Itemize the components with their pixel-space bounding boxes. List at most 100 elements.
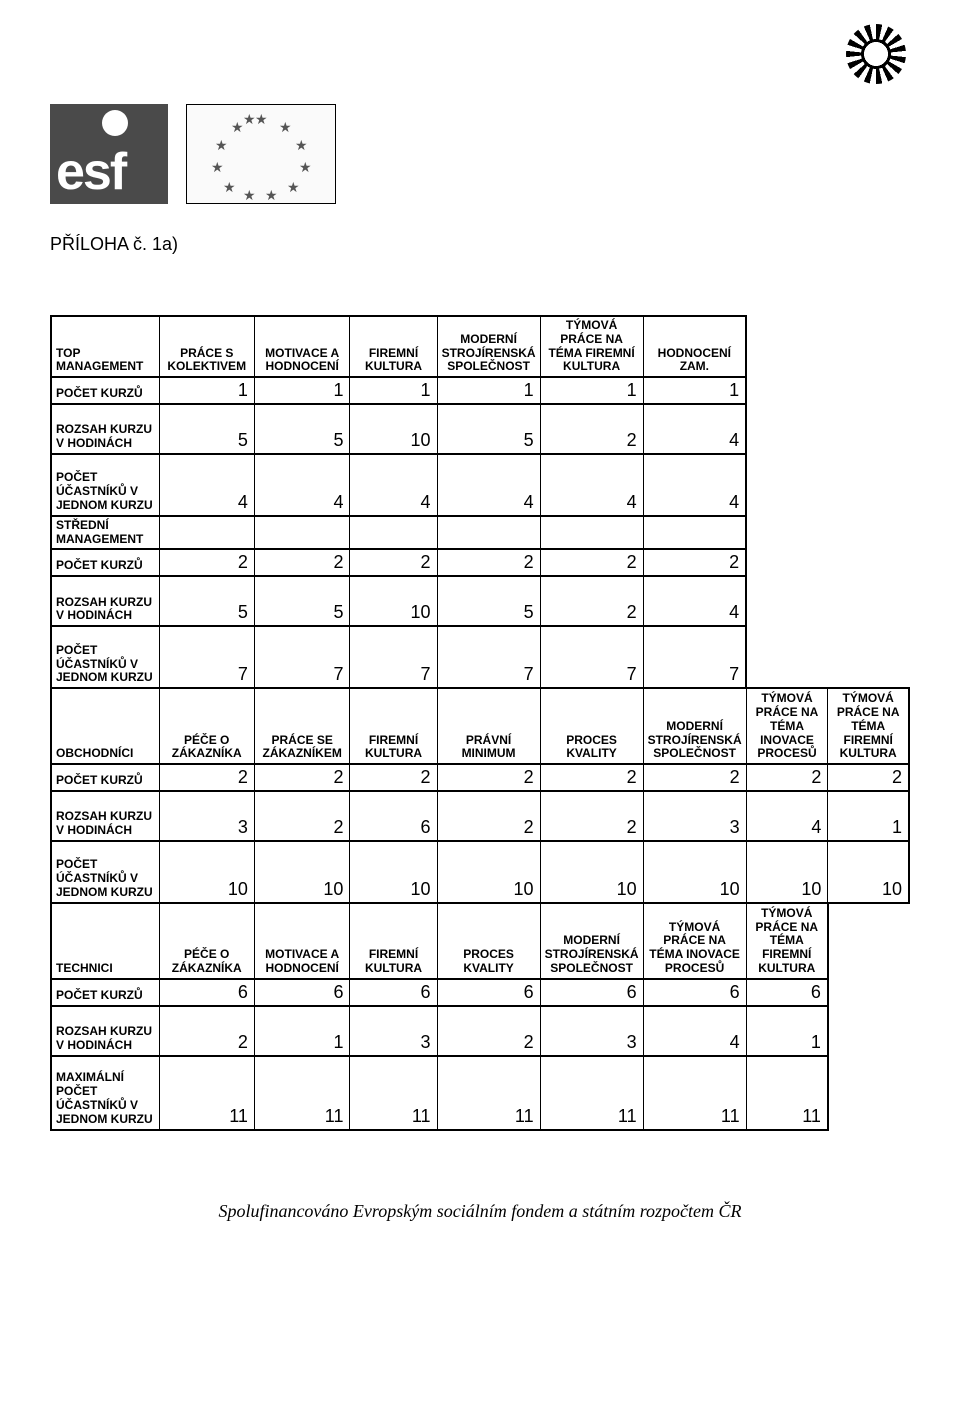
s2-r3-label: POČET ÚČASTNÍKŮ V JEDNOM KURZU: [51, 626, 159, 688]
s4-r1-c6: 6: [746, 979, 828, 1006]
s1-r2-c5: 4: [643, 404, 746, 454]
s2-r1-c0: 2: [159, 549, 254, 576]
s3-col4: PROCES KVALITY: [540, 688, 643, 764]
s4-r2-c5: 4: [643, 1006, 746, 1056]
s1-r2-c4: 2: [540, 404, 643, 454]
s4-r1-label: POČET KURZŮ: [51, 979, 159, 1006]
s2-r1-c4: 2: [540, 549, 643, 576]
s1-col2: FIREMNÍ KULTURA: [350, 316, 437, 377]
s2-r2-c4: 2: [540, 576, 643, 626]
s4-col1: MOTIVACE A HODNOCENÍ: [254, 903, 350, 979]
logos-left: esf ★ ★ ★ ★ ★ ★ ★ ★ ★ ★ ★ ★: [50, 104, 910, 204]
s4-r1-c2: 6: [350, 979, 437, 1006]
s3-r2-c1: 2: [254, 791, 350, 841]
star-icon: ★: [211, 161, 223, 173]
s1-r1-label: POČET KURZŮ: [51, 377, 159, 404]
s2-r1-c5: 2: [643, 549, 746, 576]
s3-r1-c3: 2: [437, 764, 540, 791]
s4-r3-c1: 11: [254, 1056, 350, 1130]
s4-r3-c6: 11: [746, 1056, 828, 1130]
s3-r1-c1: 2: [254, 764, 350, 791]
s2-r3-c1: 7: [254, 626, 350, 688]
section4-header-row: TECHNICI PÉČE O ZÁKAZNÍKA MOTIVACE A HOD…: [51, 903, 909, 979]
s3-col0: PÉČE O ZÁKAZNÍKA: [159, 688, 254, 764]
s3-r3-c4: 10: [540, 841, 643, 903]
s4-r2-c1: 1: [254, 1006, 350, 1056]
s3-r3-c3: 10: [437, 841, 540, 903]
s4-col0: PÉČE O ZÁKAZNÍKA: [159, 903, 254, 979]
s4-r1-c5: 6: [643, 979, 746, 1006]
s4-col4: MODERNÍ STROJÍRENSKÁ SPOLEČNOST: [540, 903, 643, 979]
s1-r3-c0: 4: [159, 454, 254, 516]
data-table: TOP MANAGEMENT PRÁCE S KOLEKTIVEM MOTIVA…: [50, 315, 910, 1131]
star-icon: ★: [215, 139, 227, 151]
s4-r2-c2: 3: [350, 1006, 437, 1056]
s3-col7: TÝMOVÁ PRÁCE NA TÉMA FIREMNÍ KULTURA: [828, 688, 909, 764]
s1-col5: HODNOCENÍ ZAM.: [643, 316, 746, 377]
s4-r2-c4: 3: [540, 1006, 643, 1056]
s1-r3: POČET ÚČASTNÍKŮ V JEDNOM KURZU 4 4 4 4 4…: [51, 454, 909, 516]
s1-r1: POČET KURZŮ 1 1 1 1 1 1: [51, 377, 909, 404]
s2-r2-c1: 5: [254, 576, 350, 626]
s3-r2-c2: 6: [350, 791, 437, 841]
s1-r2-label: ROZSAH KURZU V HODINÁCH: [51, 404, 159, 454]
s2-r1-label: POČET KURZŮ: [51, 549, 159, 576]
page: esf ★ ★ ★ ★ ★ ★ ★ ★ ★ ★ ★ ★ PŘÍLOHA č. 1…: [0, 0, 960, 1262]
s3-r1-c7: 2: [828, 764, 909, 791]
s3-r1: POČET KURZŮ 2 2 2 2 2 2 2 2: [51, 764, 909, 791]
s4-r3-c4: 11: [540, 1056, 643, 1130]
s2-r1: POČET KURZŮ 2 2 2 2 2 2: [51, 549, 909, 576]
page-title: PŘÍLOHA č. 1a): [50, 234, 910, 255]
star-icon: ★: [287, 181, 299, 193]
s2-r2-c3: 5: [437, 576, 540, 626]
s4-r3-c2: 11: [350, 1056, 437, 1130]
s2-r2-label: ROZSAH KURZU V HODINÁCH: [51, 576, 159, 626]
s2-r1-c3: 2: [437, 549, 540, 576]
s1-r1-c3: 1: [437, 377, 540, 404]
s1-r1-c5: 1: [643, 377, 746, 404]
section3-rowhdr: OBCHODNÍCI: [51, 688, 159, 764]
s3-col6: TÝMOVÁ PRÁCE NA TÉMA INOVACE PROCESŮ: [746, 688, 828, 764]
s4-r1-c0: 6: [159, 979, 254, 1006]
s3-r3-c0: 10: [159, 841, 254, 903]
star-icon: ★: [255, 113, 267, 125]
eu-flag-icon: ★ ★ ★ ★ ★ ★ ★ ★ ★ ★ ★ ★: [186, 104, 336, 204]
s1-col0: PRÁCE S KOLEKTIVEM: [159, 316, 254, 377]
esf-logo-text: esf: [56, 146, 125, 198]
section2-header-row: STŘEDNÍ MANAGEMENT: [51, 516, 909, 550]
gear-logo-icon: [846, 24, 906, 84]
s1-col1: MOTIVACE A HODNOCENÍ: [254, 316, 350, 377]
s1-r1-c4: 1: [540, 377, 643, 404]
s1-r3-c2: 4: [350, 454, 437, 516]
esf-logo-head: [102, 110, 128, 136]
s4-r3-c3: 11: [437, 1056, 540, 1130]
s3-r3-c5: 10: [643, 841, 746, 903]
star-icon: ★: [299, 161, 311, 173]
s1-r2: ROZSAH KURZU V HODINÁCH 5 5 10 5 2 4: [51, 404, 909, 454]
s2-r3-c0: 7: [159, 626, 254, 688]
s3-col1: PRÁCE SE ZÁKAZNÍKEM: [254, 688, 350, 764]
s3-r3-label: POČET ÚČASTNÍKŮ V JEDNOM KURZU: [51, 841, 159, 903]
s4-r2: ROZSAH KURZU V HODINÁCH 2 1 3 2 3 4 1: [51, 1006, 909, 1056]
s3-r1-c0: 2: [159, 764, 254, 791]
star-icon: ★: [243, 189, 255, 201]
s4-col2: FIREMNÍ KULTURA: [350, 903, 437, 979]
star-icon: ★: [265, 189, 277, 201]
s3-r2-c0: 3: [159, 791, 254, 841]
star-icon: ★: [231, 121, 243, 133]
s1-r2-c2: 10: [350, 404, 437, 454]
s1-r2-c3: 5: [437, 404, 540, 454]
s3-r3: POČET ÚČASTNÍKŮ V JEDNOM KURZU 10 10 10 …: [51, 841, 909, 903]
s1-r3-c1: 4: [254, 454, 350, 516]
s2-r3: POČET ÚČASTNÍKŮ V JEDNOM KURZU 7 7 7 7 7…: [51, 626, 909, 688]
footer-text: Spolufinancováno Evropským sociálním fon…: [50, 1201, 910, 1222]
s2-r2-c2: 10: [350, 576, 437, 626]
s2-r1-c2: 2: [350, 549, 437, 576]
s4-r3-c5: 11: [643, 1056, 746, 1130]
s1-r3-c4: 4: [540, 454, 643, 516]
star-icon: ★: [295, 139, 307, 151]
s1-r2-c0: 5: [159, 404, 254, 454]
star-icon: ★: [279, 121, 291, 133]
star-icon: ★: [223, 181, 235, 193]
s3-r1-c2: 2: [350, 764, 437, 791]
